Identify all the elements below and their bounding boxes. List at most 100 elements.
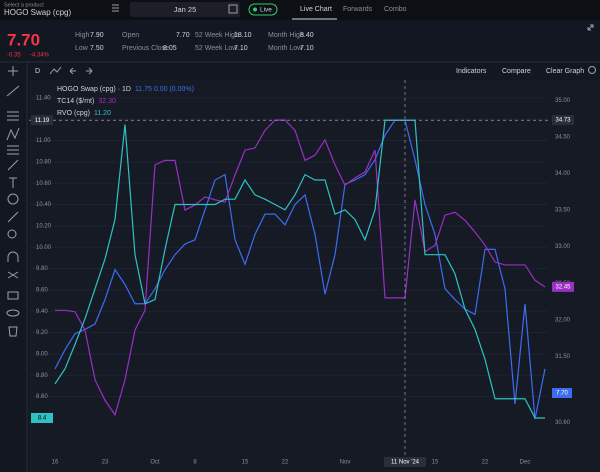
series-line — [55, 119, 546, 417]
tab[interactable]: Combo — [384, 6, 407, 13]
y2-tick-label: 30.60 — [555, 420, 571, 426]
legend-entry: RVO (cpg) 11.20 — [57, 110, 111, 117]
magnet-tool[interactable] — [7, 251, 19, 262]
y-tick-label: 8.60 — [36, 394, 48, 400]
channel-tool[interactable] — [7, 111, 19, 121]
redo-icon[interactable] — [86, 67, 93, 75]
legend-entry: HOGO Swap (cpg) · 1D 11.75 0.00 (0.00%) — [57, 86, 194, 93]
crosshair-y-label: 11.19 — [35, 118, 50, 124]
date-box[interactable] — [130, 2, 240, 17]
crosshair-y2-label-box — [552, 115, 574, 126]
line-tool[interactable] — [6, 85, 20, 97]
last-value-label-box — [552, 281, 574, 292]
crosshair-tool[interactable] — [8, 66, 18, 76]
legend-value: 32.30 — [98, 98, 116, 105]
text-tool[interactable] — [9, 177, 17, 188]
y2-tick-label: 34.00 — [555, 171, 571, 177]
y-tick-label: 9.80 — [36, 266, 48, 272]
live-dot — [253, 7, 257, 12]
y2-tick-label: 32.00 — [555, 317, 571, 323]
series-line — [54, 119, 545, 419]
last-value-label-box — [31, 412, 53, 423]
legend-value: 11.75 0.00 (0.00%) — [135, 86, 194, 93]
calendar-icon[interactable] — [228, 4, 238, 14]
settings-icon[interactable] — [588, 66, 596, 74]
legend-name: RVO (cpg) — [57, 110, 90, 117]
stat-label: 52 Week High — [195, 32, 239, 39]
legend-value: 11.20 — [94, 110, 111, 117]
stat-value: 7.70 — [176, 32, 190, 39]
last-value-label: 8.4 — [38, 416, 47, 422]
y2-tick-label: 35.00 — [555, 98, 571, 104]
y-tick-label: 10.40 — [36, 202, 52, 208]
tab[interactable]: Forwards — [343, 6, 373, 13]
crosshair-x-label: 11 Nov '24 — [391, 460, 420, 466]
stats: High 7.90 Low 7.50 Open 7.70 Previous Cl… — [75, 32, 314, 52]
y-tick-label: 9.20 — [36, 330, 48, 336]
product-prompt: Select a product — [4, 2, 44, 8]
legend-entry: TC14 ($/mt) 32.30 — [57, 98, 116, 105]
last-value-label: 32.45 — [555, 284, 571, 290]
stat-value: 8.05 — [163, 45, 177, 52]
visibility-tool[interactable] — [6, 309, 20, 317]
legend: HOGO Swap (cpg) · 1D 11.75 0.00 (0.00%) T… — [57, 86, 194, 117]
stat-label: Open — [122, 32, 139, 39]
tab[interactable]: Live Chart — [300, 6, 332, 13]
price: 7.70 — [7, 30, 40, 49]
series-line — [54, 119, 546, 420]
y-tick-label: 10.00 — [36, 245, 52, 251]
ruler-tool[interactable] — [7, 211, 19, 223]
x-tick-label: 15 — [432, 460, 439, 466]
x-tick-label: Nov — [340, 460, 351, 466]
live-label: Live — [260, 7, 272, 14]
x-tick-label: 16 — [52, 460, 59, 466]
y2-tick-label: 33.50 — [555, 208, 571, 214]
toolbar-button[interactable]: Clear Graph — [546, 68, 584, 75]
stat-value: 8.40 — [300, 32, 314, 39]
change-pct: -4.34% — [30, 53, 50, 59]
y-tick-label: 11.00 — [36, 138, 51, 144]
product-select[interactable]: HOGO Swap (cpg) — [4, 8, 71, 17]
x-tick-label: 23 — [102, 460, 109, 466]
stat-value: 7.50 — [90, 45, 104, 52]
undo-icon[interactable] — [69, 67, 76, 75]
y-tick-label: 10.60 — [36, 181, 52, 187]
drawing-toolbar — [6, 66, 20, 337]
pattern-tool[interactable] — [6, 127, 20, 141]
chart-style-icon[interactable] — [49, 66, 62, 75]
stat-value: 7.10 — [300, 45, 314, 52]
chart-area — [29, 80, 600, 472]
stat-value: 18.10 — [234, 32, 252, 39]
zoom-tool[interactable] — [7, 229, 17, 239]
y2-tick-label: 34.50 — [555, 135, 571, 141]
legend-name: TC14 ($/mt) — [57, 98, 94, 105]
stat-label: High — [75, 32, 90, 39]
toolbar-button[interactable]: Indicators — [456, 68, 487, 75]
expand-icon[interactable] — [587, 24, 594, 31]
crosshair-y-label-box — [31, 115, 53, 126]
live-pill[interactable] — [248, 3, 278, 16]
fib-tool[interactable] — [7, 145, 19, 155]
legend-interval: 1D — [122, 86, 131, 93]
toolbar-button[interactable]: Compare — [502, 68, 531, 75]
stat-label: Month High — [268, 32, 304, 39]
brush-tool[interactable] — [7, 159, 19, 171]
plot: 11.40 11.20 11.00 10.80 10.60 10.40 10.20 10.00… — [29, 80, 574, 467]
stat-label: 52 Week Low — [195, 45, 238, 52]
price-label-box — [552, 388, 572, 398]
lock-drawing-tool[interactable] — [7, 271, 19, 279]
lock-tool[interactable] — [7, 291, 19, 300]
stat-value: 7.90 — [90, 32, 104, 39]
interval[interactable]: D — [35, 68, 40, 75]
stat-label: Low — [75, 45, 89, 52]
menu-icon[interactable] — [112, 4, 119, 12]
y-tick-label: 8.80 — [36, 373, 48, 379]
x-tick-label: 22 — [482, 460, 489, 466]
x-tick-label: Dec — [520, 460, 531, 466]
delete-tool[interactable] — [8, 326, 18, 337]
change: -0.35 — [7, 53, 21, 59]
emoji-tool[interactable] — [7, 193, 19, 205]
y2-tick-label: 31.50 — [555, 354, 571, 360]
stat-label: Previous Close — [122, 45, 169, 52]
